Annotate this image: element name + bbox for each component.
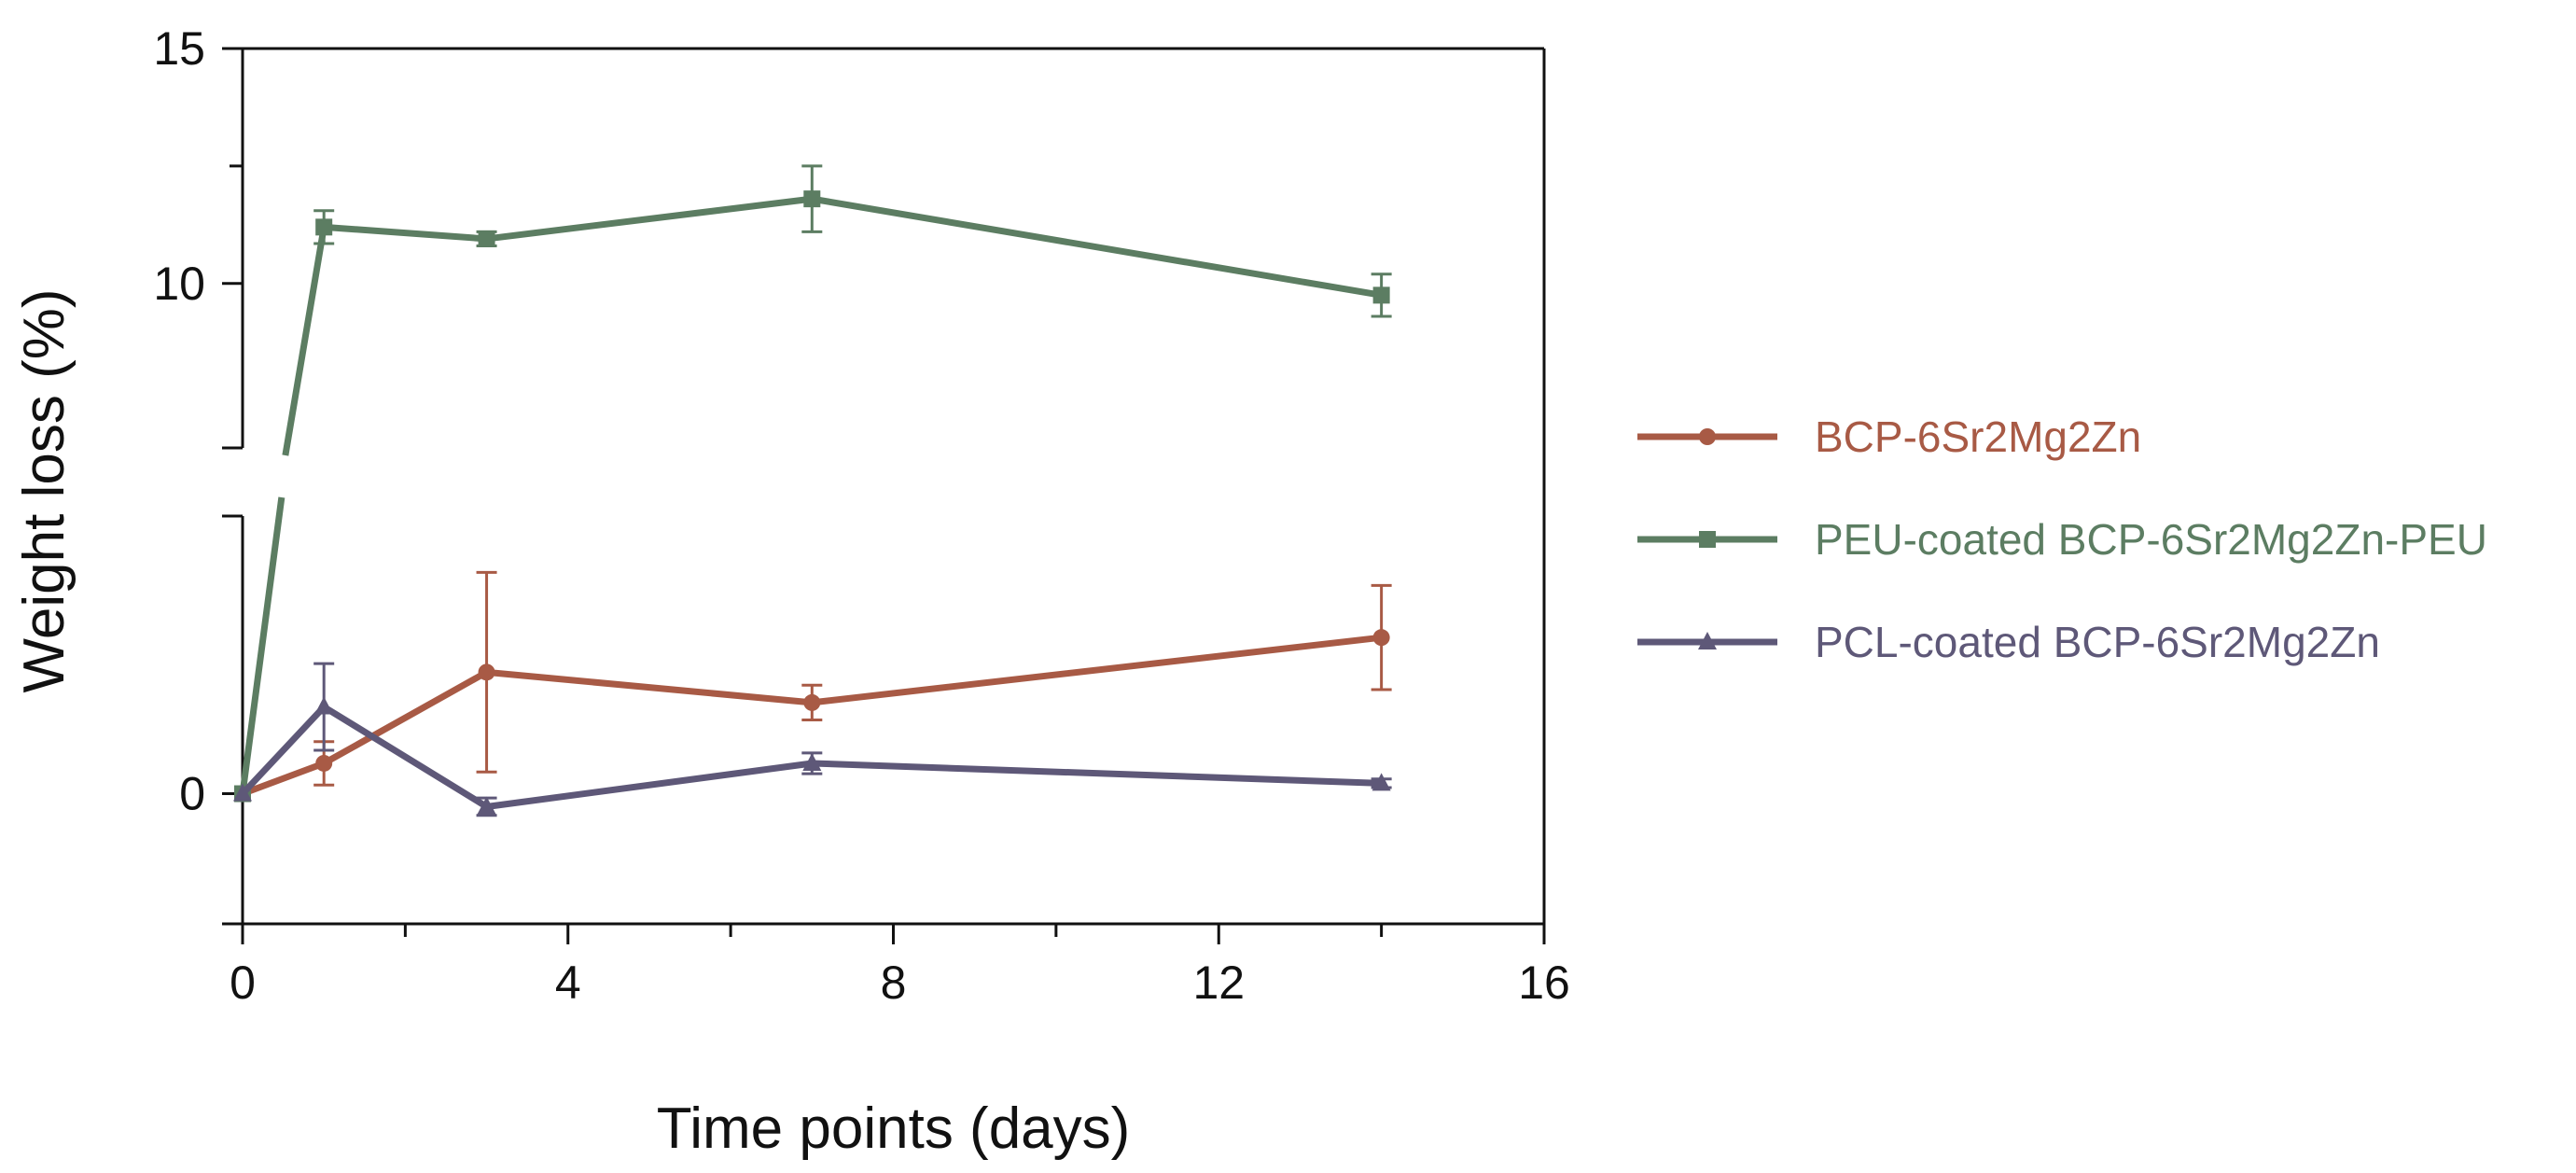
legend-item-2: PEU-coated BCP-6Sr2Mg2Zn-PEU: [1637, 515, 2487, 564]
data-point: [802, 752, 822, 771]
legend: BCP-6Sr2Mg2Zn PEU-coated BCP-6Sr2Mg2Zn-PE…: [1637, 412, 2487, 666]
x-tick-label: 4: [555, 957, 581, 1009]
data-point: [1372, 629, 1390, 647]
legend-label: PEU-coated BCP-6Sr2Mg2Zn-PEU: [1815, 515, 2487, 564]
data-point: [803, 190, 821, 208]
legend-item-3: PCL-coated BCP-6Sr2Mg2Zn: [1637, 618, 2380, 666]
chart-axes: [222, 47, 1546, 926]
series-2: [234, 164, 1392, 803]
y-tick-label: 10: [153, 258, 205, 310]
x-tick-label: 16: [1518, 957, 1570, 1009]
y-axis-ticks: 0 10 15: [153, 22, 243, 926]
x-tick-label: 0: [230, 957, 256, 1009]
data-point: [1699, 428, 1716, 445]
x-tick-label: 12: [1192, 957, 1245, 1009]
series-1: [234, 570, 1392, 803]
data-point: [315, 218, 333, 236]
data-point: [478, 663, 495, 681]
data-point: [477, 796, 496, 815]
data-point: [233, 783, 252, 802]
y-tick-label: 15: [153, 22, 205, 75]
legend-label: BCP-6Sr2Mg2Zn: [1815, 412, 2141, 461]
legend-item-1: BCP-6Sr2Mg2Zn: [1637, 412, 2141, 461]
y-tick-label: 0: [179, 768, 205, 820]
x-axis-title: Time points (days): [657, 1096, 1131, 1161]
data-point: [1372, 773, 1391, 791]
series-3: [233, 662, 1392, 817]
data-point: [1372, 286, 1390, 304]
data-point: [314, 696, 334, 715]
data-point: [803, 693, 821, 711]
plot-area: [233, 164, 1392, 817]
data-point: [315, 754, 333, 772]
legend-label: PCL-coated BCP-6Sr2Mg2Zn: [1815, 618, 2380, 666]
x-axis-ticks: 0 4 8 12 16: [230, 924, 1570, 1009]
data-point: [1699, 531, 1716, 548]
data-point: [478, 230, 495, 247]
x-tick-label: 8: [881, 957, 907, 1009]
y-axis-title: Weight loss (%): [12, 289, 77, 693]
data-point: [1698, 632, 1717, 649]
